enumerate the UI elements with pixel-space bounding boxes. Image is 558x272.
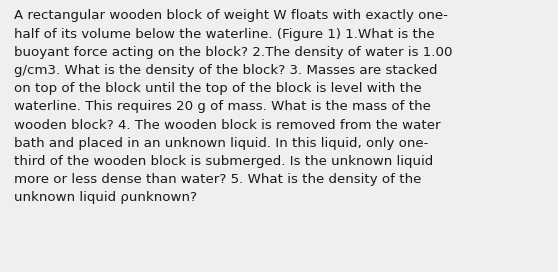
- Text: A rectangular wooden block of weight W floats with exactly one-
half of its volu: A rectangular wooden block of weight W f…: [14, 10, 453, 204]
